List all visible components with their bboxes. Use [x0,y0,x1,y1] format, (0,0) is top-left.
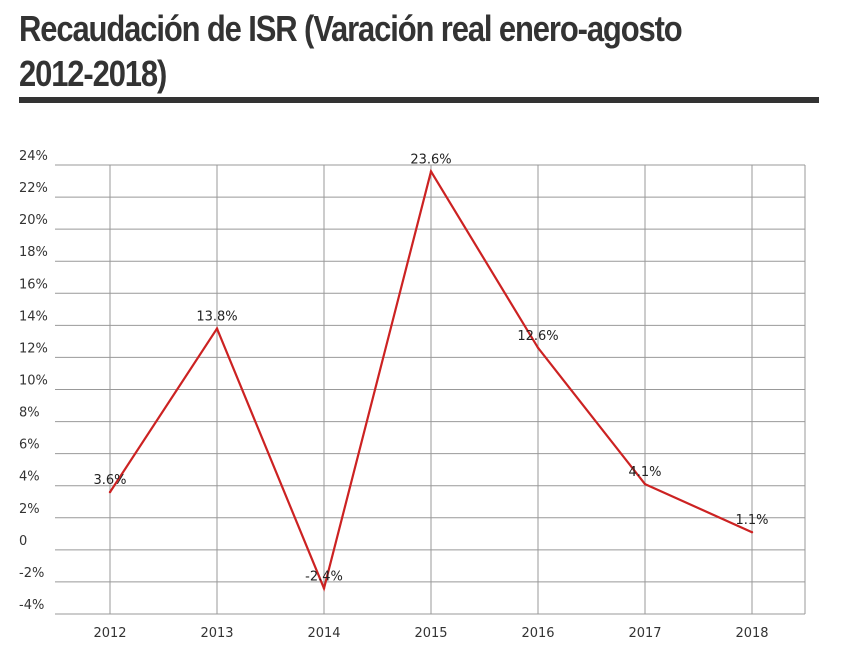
x-tick-label: 2015 [414,626,447,641]
data-label-layer: 3.6% 13.8% -2.4% 23.6% 12.6% 4.1% 1.1% [93,152,768,584]
series-line-layer [108,168,754,592]
data-point [643,482,647,486]
title-underline [19,97,819,103]
data-label: -2.4% [305,569,343,584]
y-tick-label: 6% [19,438,40,453]
y-tick-label: 10% [19,374,48,389]
x-tick-label: 2017 [628,626,661,641]
y-tick-label: 4% [19,470,40,485]
data-label: 13.8% [196,310,237,325]
y-tick-label: 22% [19,181,48,196]
y-tick-label: -4% [19,598,44,613]
grid-layer [55,164,806,615]
x-tick-label: 2018 [735,626,768,641]
x-tick-label: 2016 [521,626,554,641]
data-point [536,346,540,350]
y-axis-tick-labels: 24% 22% 20% 18% 16% 14% 12% 10% 8% 6% 4% 2% 0 -2% -4% [19,149,48,613]
x-tick-label: 2014 [307,626,340,641]
y-tick-label: 8% [19,406,40,421]
data-label: 1.1% [735,513,768,528]
data-point [215,327,219,330]
x-axis-tick-labels: 2012 2013 2014 2015 2016 2017 2018 [93,626,768,641]
y-tick-label: 20% [19,213,48,228]
data-label: 23.6% [410,152,451,167]
data-label: 12.6% [517,329,558,344]
y-tick-label: -2% [19,566,44,581]
data-point [750,531,754,534]
y-tick-label: 2% [19,502,40,517]
data-point [108,490,112,494]
x-tick-label: 2013 [200,626,233,641]
data-point [429,170,433,173]
y-tick-label: 18% [19,245,48,260]
data-label: 3.6% [93,473,126,488]
x-tick-label: 2012 [93,626,126,641]
y-tick-label: 24% [19,149,48,164]
chart-title: Recaudación de ISR (Varación real enero-… [19,8,683,94]
y-tick-label: 16% [19,277,48,292]
y-tick-label: 14% [19,309,48,324]
data-label: 4.1% [628,465,661,480]
y-tick-label: 12% [19,341,48,356]
y-tick-label: 0 [19,534,27,549]
data-point [322,587,326,590]
